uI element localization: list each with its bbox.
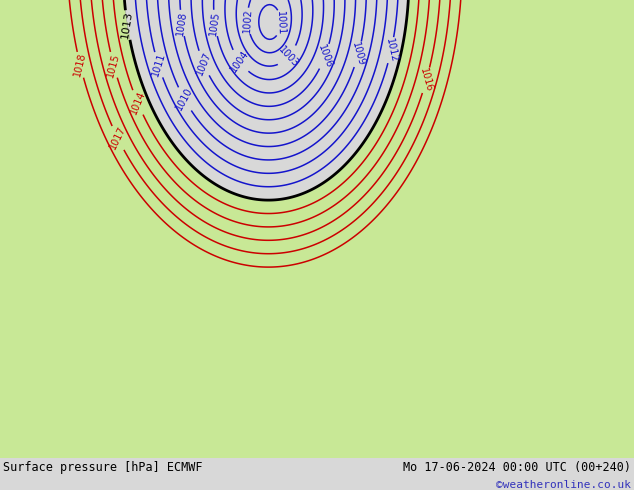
Text: ©weatheronline.co.uk: ©weatheronline.co.uk	[496, 480, 631, 490]
Text: 1015: 1015	[106, 51, 122, 78]
Polygon shape	[0, 0, 110, 458]
Text: 1013: 1013	[120, 10, 134, 40]
Text: 1008: 1008	[175, 10, 188, 36]
Text: 1004: 1004	[228, 49, 251, 74]
Text: 1012: 1012	[384, 37, 399, 63]
Text: 1005: 1005	[208, 10, 221, 36]
Polygon shape	[590, 187, 634, 292]
Text: Mo 17-06-2024 00:00 UTC (00+240): Mo 17-06-2024 00:00 UTC (00+240)	[403, 461, 631, 473]
Text: 1018: 1018	[72, 52, 88, 78]
Text: 1017: 1017	[108, 125, 127, 151]
Text: 1010: 1010	[174, 86, 195, 112]
Polygon shape	[520, 0, 634, 125]
Text: 1009: 1009	[350, 41, 366, 68]
Text: 1014: 1014	[128, 89, 147, 116]
Text: 1007: 1007	[194, 50, 213, 76]
Text: 1002: 1002	[242, 8, 254, 33]
Text: 1011: 1011	[150, 51, 167, 78]
Text: 1003: 1003	[276, 44, 301, 69]
Text: 1001: 1001	[275, 11, 286, 35]
Text: 1016: 1016	[418, 67, 434, 94]
Text: Surface pressure [hPa] ECMWF: Surface pressure [hPa] ECMWF	[3, 461, 203, 473]
Text: 1006: 1006	[316, 43, 334, 70]
